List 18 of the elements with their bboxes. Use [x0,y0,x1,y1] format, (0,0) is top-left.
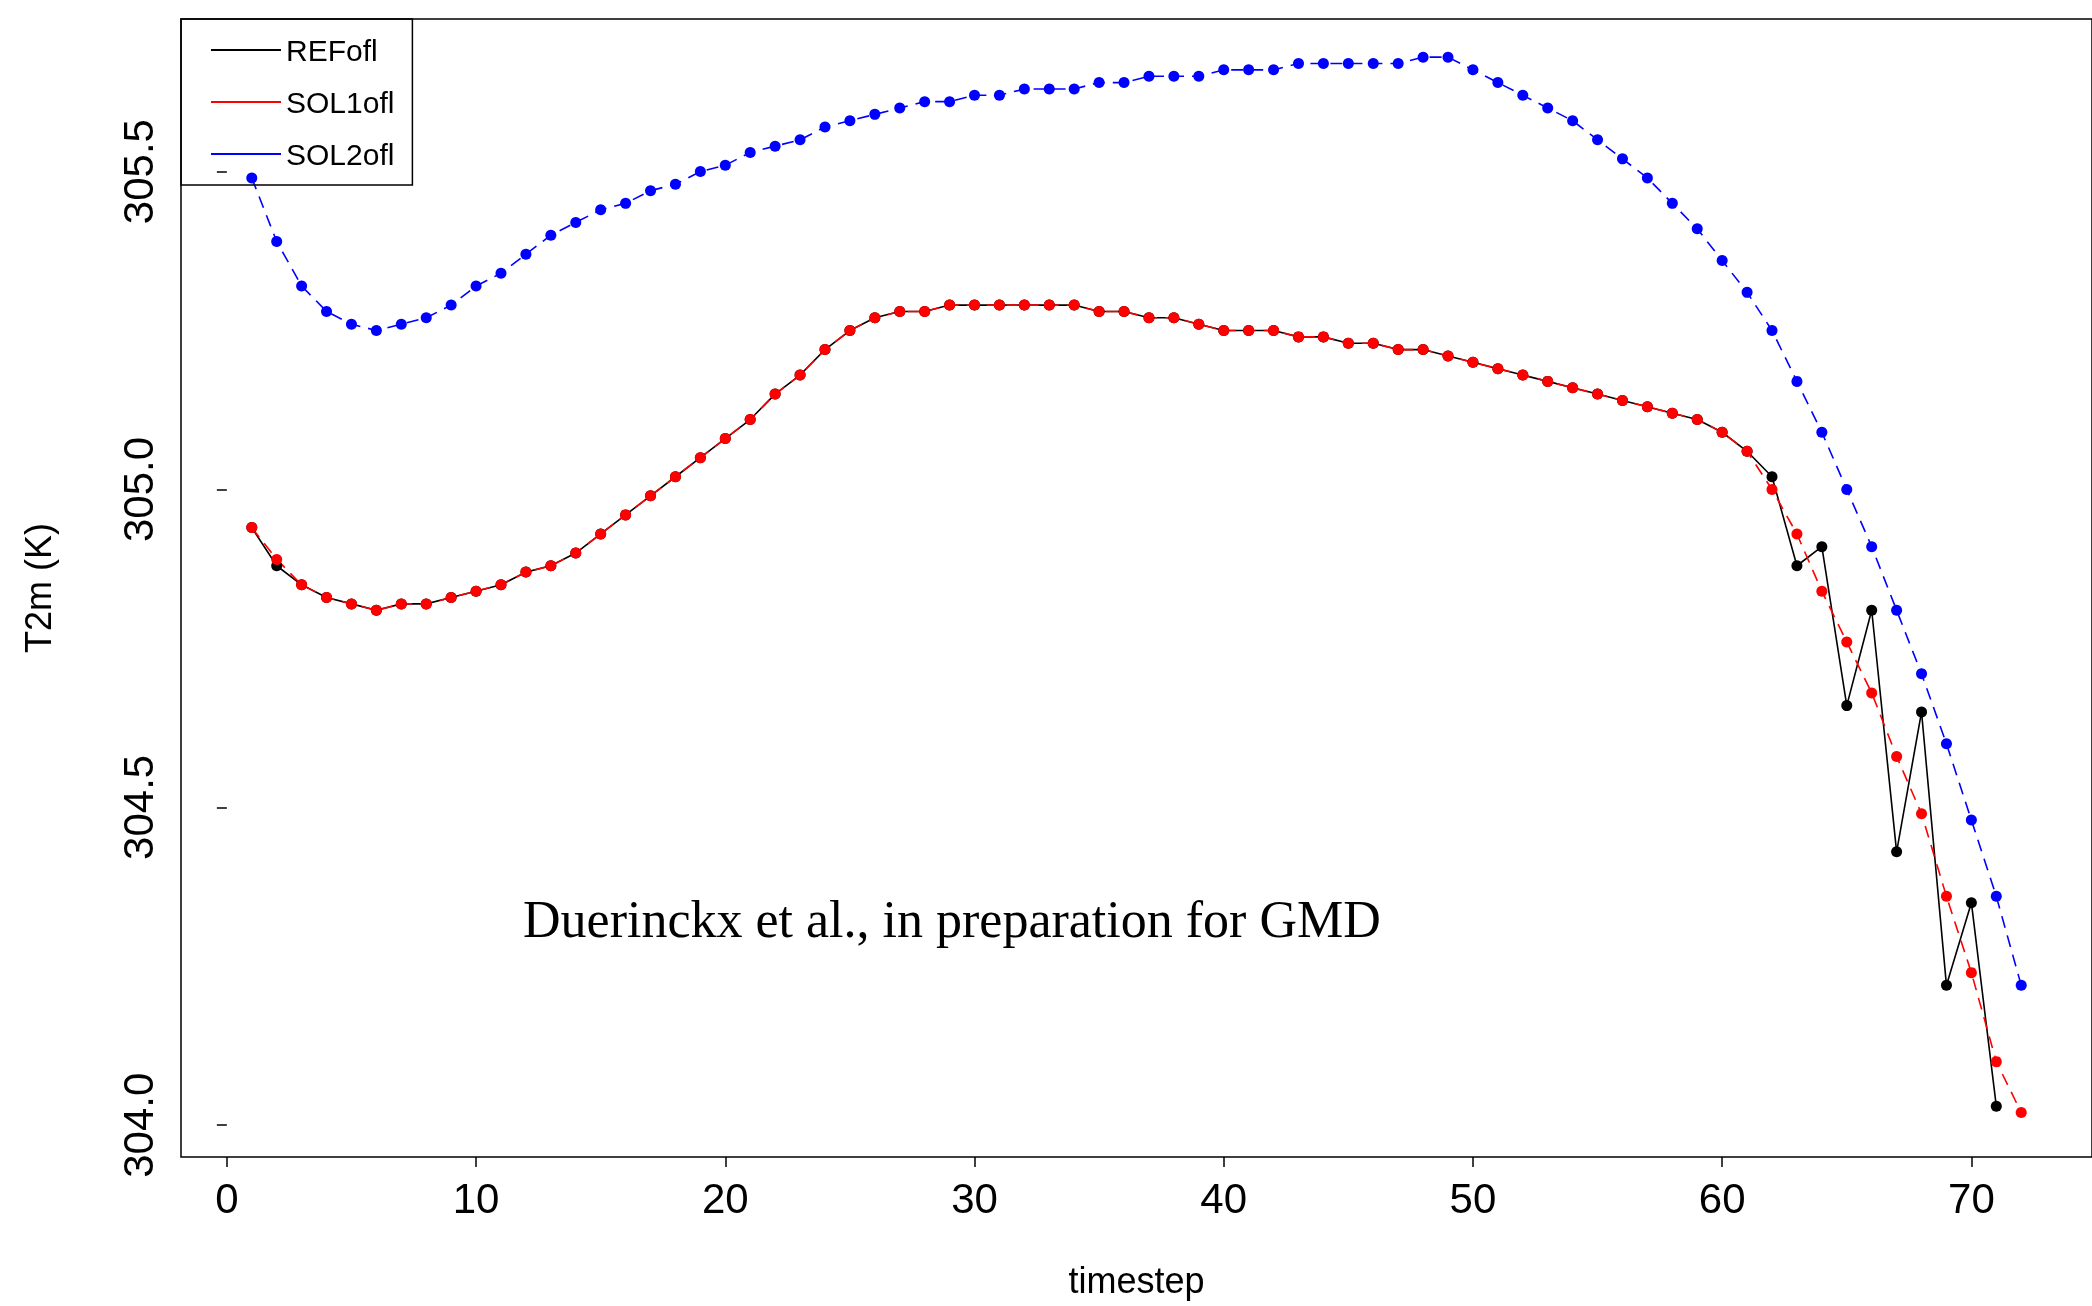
x-tick-label: 50 [1449,1174,1497,1222]
legend-label: REFofl [286,33,378,67]
x-tick-label: 40 [1200,1174,1248,1222]
annotation: Duerinckx et al., in preparation for GMD [523,890,1381,948]
x-tick-label: 0 [215,1174,239,1222]
y-tick-label: 304.5 [114,754,162,860]
legend-label: SOL1ofl [286,85,395,119]
y-tick-label: 305.5 [114,119,162,225]
y-tick-label: 304.0 [114,1072,162,1178]
legend-label: SOL2ofl [286,137,395,171]
x-tick-label: 70 [1948,1174,1995,1222]
y-tick-label: 305.0 [114,436,162,543]
x-axis-title: timestep [1068,1259,1205,1301]
y-axis-title: T2m (K) [17,523,59,653]
x-tick-label: 10 [452,1174,500,1222]
x-tick-label: 20 [701,1174,749,1222]
x-tick-label: 60 [1698,1174,1746,1222]
x-tick-label: 30 [951,1174,998,1222]
